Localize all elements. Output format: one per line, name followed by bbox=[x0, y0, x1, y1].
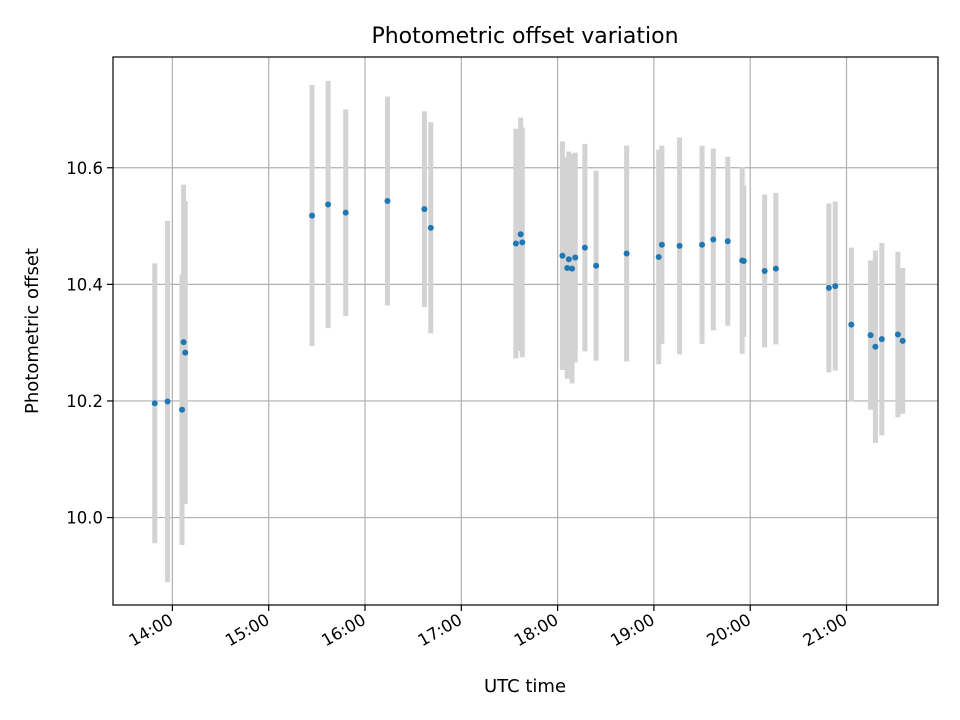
data-point bbox=[848, 321, 855, 328]
data-point bbox=[867, 332, 874, 339]
grid-lines bbox=[113, 57, 938, 605]
data-points bbox=[151, 197, 906, 413]
y-tick-label: 10.2 bbox=[66, 392, 103, 411]
data-point bbox=[699, 241, 706, 248]
data-point bbox=[564, 265, 571, 272]
data-point bbox=[384, 197, 391, 204]
x-axis-label: UTC time bbox=[484, 676, 566, 697]
y-tick-label: 10.0 bbox=[66, 509, 103, 528]
y-tick-label: 10.6 bbox=[66, 159, 103, 178]
data-point bbox=[899, 337, 906, 344]
data-point bbox=[180, 339, 187, 346]
data-point bbox=[676, 242, 683, 249]
data-point bbox=[559, 252, 566, 259]
data-point bbox=[593, 262, 600, 269]
data-point bbox=[519, 239, 526, 246]
data-point bbox=[427, 224, 434, 231]
data-point bbox=[179, 406, 186, 413]
data-point bbox=[581, 244, 588, 251]
data-point bbox=[569, 265, 576, 272]
data-point bbox=[655, 253, 662, 260]
data-point bbox=[623, 250, 630, 257]
data-point bbox=[724, 238, 731, 245]
chart-title: Photometric offset variation bbox=[371, 24, 678, 49]
y-axis-label: Photometric offset bbox=[22, 248, 43, 414]
data-point bbox=[164, 398, 171, 405]
data-point bbox=[825, 284, 832, 291]
data-point bbox=[761, 267, 768, 274]
data-point bbox=[517, 231, 524, 238]
y-tick-label: 10.4 bbox=[66, 275, 103, 294]
data-point bbox=[512, 240, 519, 247]
data-point bbox=[421, 206, 428, 213]
data-point bbox=[342, 209, 349, 216]
data-point bbox=[872, 343, 879, 350]
data-point bbox=[572, 254, 579, 261]
data-point bbox=[710, 236, 717, 243]
data-point bbox=[894, 331, 901, 338]
data-point bbox=[740, 258, 747, 265]
data-point bbox=[182, 349, 189, 356]
data-point bbox=[151, 400, 158, 407]
plot-frame bbox=[112, 56, 939, 606]
data-point bbox=[658, 241, 665, 248]
data-point bbox=[772, 265, 779, 272]
data-point bbox=[878, 336, 885, 343]
data-point bbox=[325, 201, 332, 208]
data-point bbox=[309, 212, 316, 219]
data-point bbox=[832, 283, 839, 290]
data-point bbox=[565, 256, 572, 263]
